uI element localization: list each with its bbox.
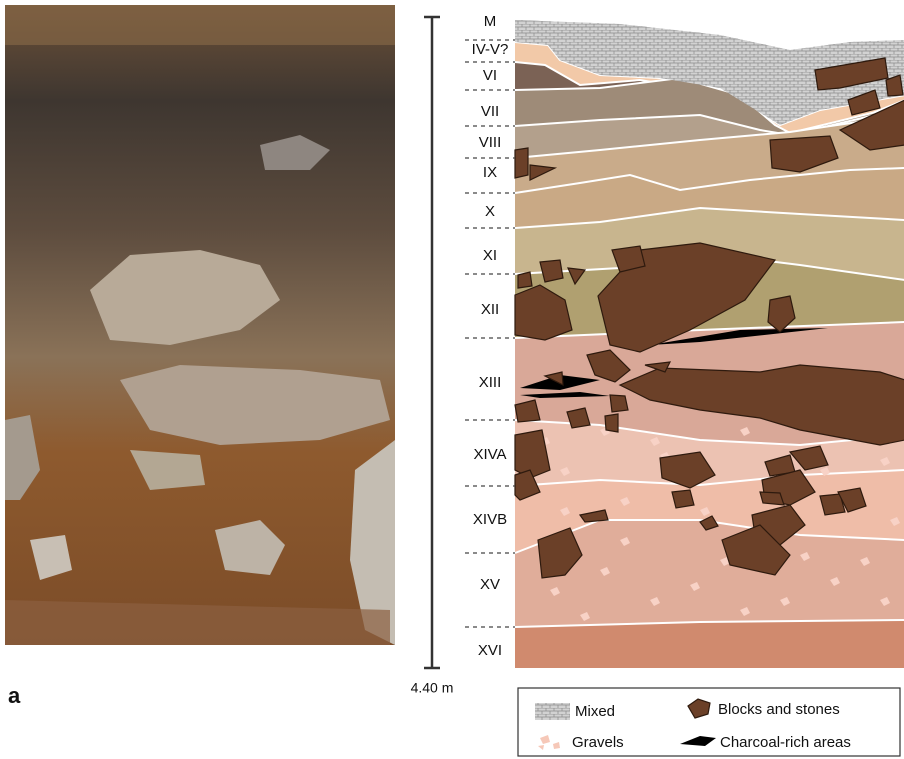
- layer-boundary: [514, 114, 904, 159]
- gravel: [880, 457, 890, 466]
- gravel: [650, 597, 660, 606]
- gravel: [650, 437, 660, 446]
- block: [566, 407, 591, 429]
- block: [567, 267, 587, 286]
- gravel: [830, 577, 840, 586]
- layer-label: X: [485, 203, 495, 220]
- gravel: [560, 507, 570, 516]
- gravel: [620, 537, 630, 546]
- legend: Mixed Blocks and stones Gravels Charcoal…: [517, 687, 901, 757]
- panel-label: a: [8, 683, 21, 708]
- layer-boundary: [514, 619, 904, 628]
- gravel: [740, 427, 750, 436]
- block: [514, 469, 541, 501]
- scale-label: 4.40 m: [411, 680, 454, 696]
- layer-labels: M IV-V? VI VII VIII IX X XI XII XIII XIVA XIVB XV XVI: [465, 13, 515, 659]
- gravel: [550, 587, 560, 596]
- layer-label: IX: [483, 164, 497, 181]
- gravel: [580, 612, 590, 621]
- block: [788, 445, 829, 471]
- block: [514, 147, 529, 179]
- gravel: [700, 507, 710, 516]
- layer-boundary: [514, 206, 904, 229]
- block: [659, 451, 716, 489]
- layer-label: XI: [483, 247, 497, 264]
- block: [597, 242, 777, 353]
- gravel: [720, 557, 730, 566]
- block: [671, 489, 695, 509]
- block: [759, 491, 785, 506]
- block: [514, 284, 573, 341]
- block: [539, 259, 564, 283]
- layer-label: XV: [480, 576, 500, 593]
- gravel: [800, 552, 810, 561]
- block: [543, 371, 564, 387]
- legend-label: Charcoal-rich areas: [720, 734, 851, 751]
- layer-boundary: [514, 321, 904, 339]
- block: [767, 295, 796, 333]
- gravel: [880, 597, 890, 606]
- mixed-area: [515, 20, 904, 125]
- gravel: [620, 497, 630, 506]
- layer-label: XIVA: [473, 446, 506, 463]
- block: [578, 509, 609, 523]
- layer-label: XIII: [479, 374, 502, 391]
- block: [847, 89, 881, 116]
- layer-label: IV-V?: [472, 41, 509, 58]
- block: [517, 271, 533, 289]
- gravel: [560, 467, 570, 476]
- block: [586, 349, 631, 383]
- block: [514, 399, 541, 423]
- gravel: [600, 567, 610, 576]
- block: [885, 74, 904, 97]
- block: [644, 361, 672, 373]
- block: [529, 164, 558, 181]
- scale-bar: [424, 15, 440, 670]
- block: [814, 57, 889, 91]
- block: [514, 429, 551, 479]
- stratigraphy: [514, 20, 904, 668]
- layer-label: VII: [481, 103, 499, 120]
- gravel: [890, 517, 900, 526]
- layer-label: XII: [481, 301, 499, 318]
- layer-boundary: [514, 469, 904, 487]
- block: [609, 394, 629, 413]
- block: [819, 493, 846, 516]
- gravel: [820, 467, 830, 476]
- charcoal: [520, 392, 610, 398]
- layer-label: XVI: [478, 642, 502, 659]
- block: [838, 99, 904, 151]
- block: [769, 135, 839, 173]
- layer: [515, 620, 904, 668]
- block: [699, 515, 719, 531]
- layer-label: M: [484, 13, 497, 30]
- block: [611, 245, 646, 273]
- block: [837, 487, 867, 513]
- gravel: [740, 607, 750, 616]
- layer-boundary: [514, 167, 904, 194]
- legend-label: Mixed: [575, 703, 615, 720]
- layer-label: VIII: [479, 134, 502, 151]
- gravel: [860, 557, 870, 566]
- block: [604, 413, 619, 433]
- block: [618, 364, 904, 446]
- legend-label: Blocks and stones: [718, 701, 840, 718]
- layer-label: VI: [483, 67, 497, 84]
- legend-label: Gravels: [572, 734, 624, 751]
- charcoal: [650, 328, 828, 345]
- gravel: [780, 597, 790, 606]
- block: [721, 524, 791, 576]
- block: [537, 527, 583, 579]
- gravel: [690, 582, 700, 591]
- layer-label: XIVB: [473, 511, 507, 528]
- photo: [5, 5, 395, 645]
